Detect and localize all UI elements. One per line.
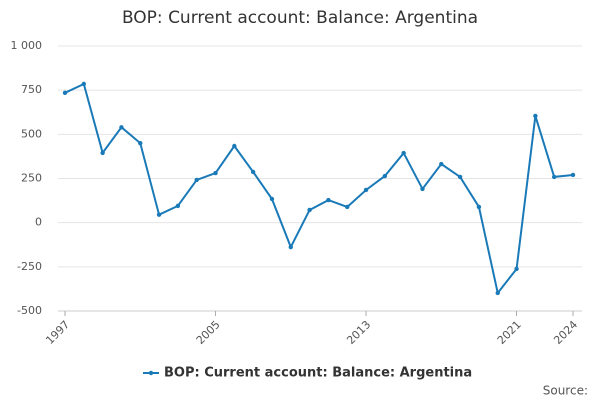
data-point <box>138 140 143 146</box>
data-point <box>420 186 425 192</box>
data-point <box>401 150 406 156</box>
legend-label: BOP: Current account: Balance: Argentina <box>164 366 472 381</box>
data-point <box>382 173 388 179</box>
data-point <box>213 170 218 176</box>
data-point <box>100 150 105 156</box>
y-tick-label: -500 <box>17 304 42 317</box>
chart-title: BOP: Current account: Balance: Argentina <box>122 8 478 28</box>
data-point <box>457 174 463 180</box>
legend-marker <box>148 370 154 376</box>
data-point <box>533 113 538 119</box>
x-tick-label: 2013 <box>344 318 373 347</box>
x-tick-label: 1997 <box>43 318 72 347</box>
x-tick-label: 2024 <box>551 318 580 347</box>
data-point <box>288 244 293 250</box>
y-tick-label: 750 <box>21 83 42 96</box>
data-point <box>363 187 369 193</box>
data-point <box>307 207 312 213</box>
data-point <box>439 161 444 167</box>
data-point <box>250 169 256 175</box>
data-point <box>570 172 576 178</box>
data-point <box>156 212 162 217</box>
data-point <box>326 197 331 203</box>
data-point <box>175 203 181 209</box>
y-tick-label: 250 <box>21 172 42 185</box>
data-point <box>495 290 500 296</box>
y-tick-label: -250 <box>17 260 42 273</box>
y-tick-label: 1 000 <box>11 39 43 52</box>
x-tick-label: 2005 <box>194 318 223 347</box>
source: Source: <box>543 384 588 398</box>
data-point <box>232 143 237 149</box>
x-tick-label: 2021 <box>495 318 524 347</box>
data-point <box>194 177 199 183</box>
y-tick-label: 500 <box>21 127 42 140</box>
series-line <box>64 82 574 296</box>
data-point <box>62 90 68 96</box>
data-point <box>269 196 275 202</box>
data-point <box>345 204 350 210</box>
data-point <box>81 81 87 87</box>
data-point <box>514 266 519 272</box>
data-point <box>551 174 557 180</box>
data-point <box>476 204 482 210</box>
y-tick-label: 0 <box>35 216 42 229</box>
data-point <box>119 125 124 130</box>
